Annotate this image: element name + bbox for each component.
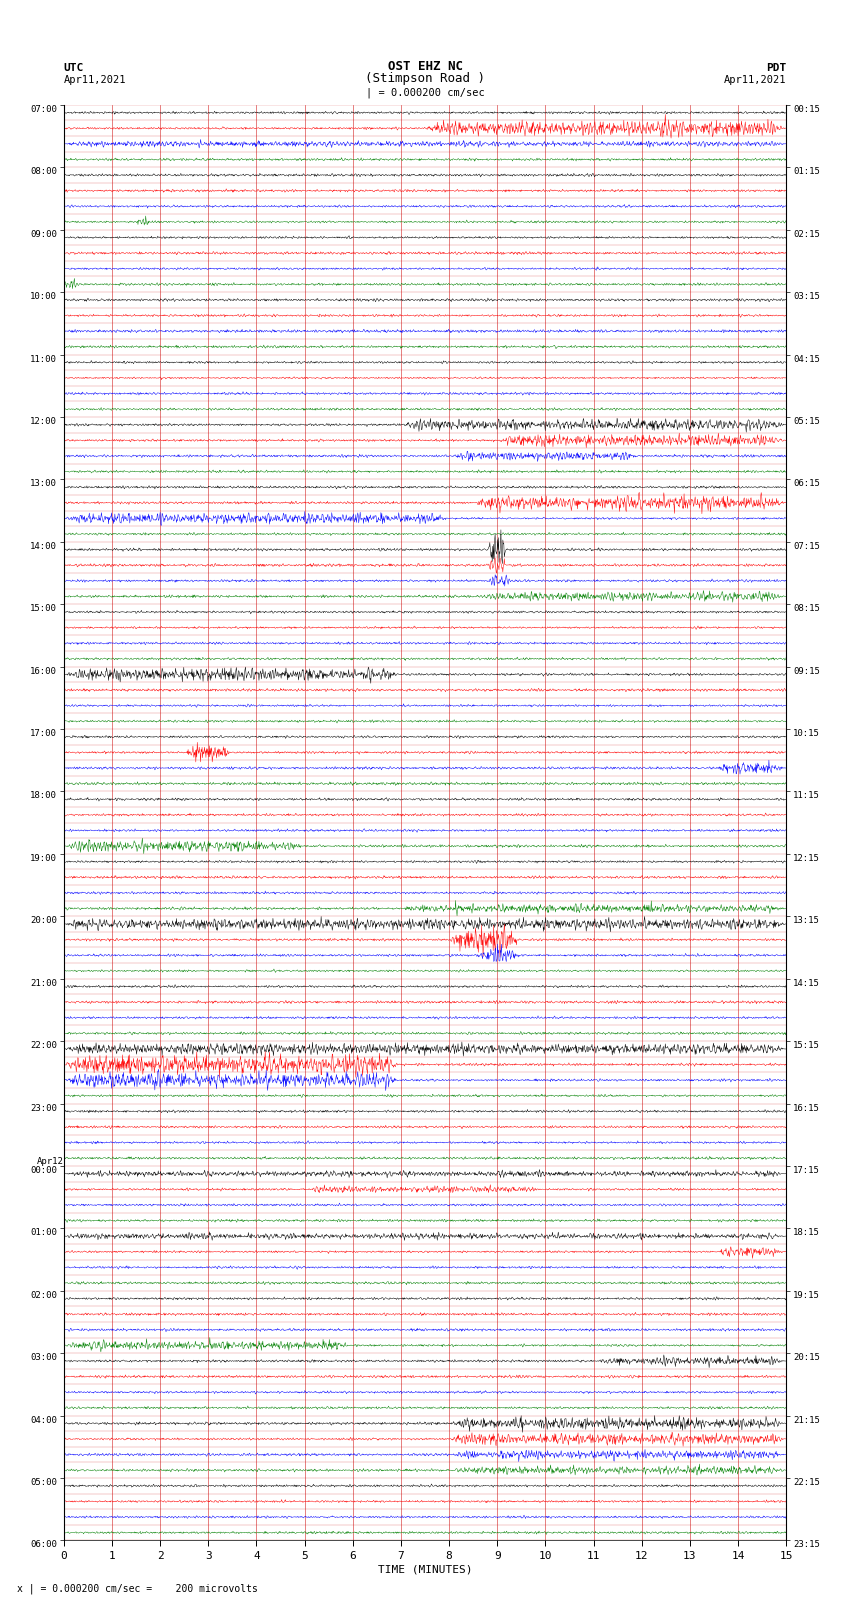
Text: Apr11,2021: Apr11,2021 — [64, 76, 127, 85]
Text: x | = 0.000200 cm/sec =    200 microvolts: x | = 0.000200 cm/sec = 200 microvolts — [17, 1582, 258, 1594]
Text: Apr12: Apr12 — [37, 1157, 63, 1166]
Text: (Stimpson Road ): (Stimpson Road ) — [365, 73, 485, 85]
Text: OST EHZ NC: OST EHZ NC — [388, 60, 462, 73]
Text: PDT: PDT — [766, 63, 786, 73]
X-axis label: TIME (MINUTES): TIME (MINUTES) — [377, 1565, 473, 1574]
Text: UTC: UTC — [64, 63, 84, 73]
Text: Apr11,2021: Apr11,2021 — [723, 76, 786, 85]
Text: | = 0.000200 cm/sec: | = 0.000200 cm/sec — [366, 87, 484, 98]
